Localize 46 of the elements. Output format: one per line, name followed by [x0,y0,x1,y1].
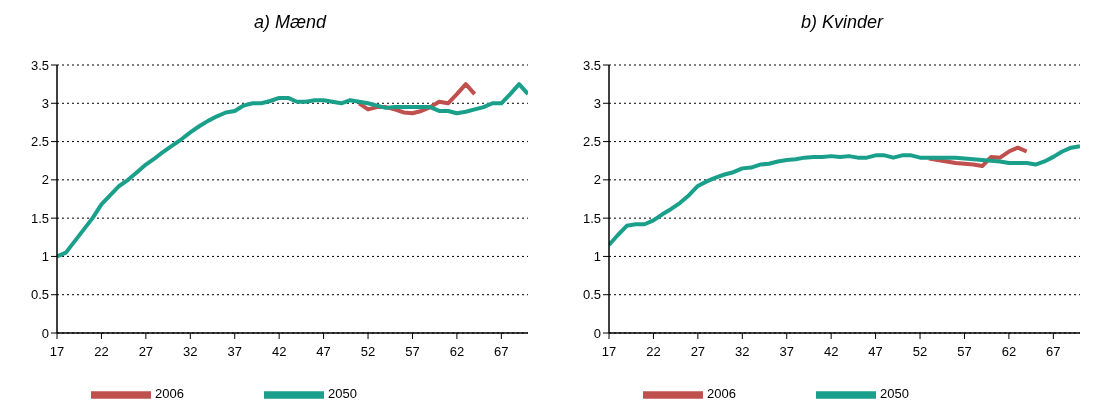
x-tick-label: 62 [449,344,465,360]
legend-label: 2050 [328,386,357,402]
y-tick-label: 0 [593,325,601,341]
x-tick-label: 67 [1046,344,1061,360]
x-tick-label: 17 [49,344,65,360]
y-tick-label: 3.5 [30,57,49,73]
y-tick-label: 0.5 [30,287,49,303]
x-tick-label: 32 [183,344,198,360]
x-tick-label: 37 [779,344,794,360]
x-tick-label: 27 [138,344,154,360]
line-series [609,144,1080,247]
y-tick-label: 1 [41,249,49,265]
y-tick-label: 1 [593,249,601,265]
x-tick-label: 47 [868,344,883,360]
x-tick-label: 62 [1001,344,1017,360]
y-tick-label: 3.5 [582,57,601,73]
x-tick-label: 47 [316,344,331,360]
y-tick-label: 2.5 [30,134,49,150]
x-tick-label: 22 [646,344,661,360]
y-tick-label: 0 [41,325,49,341]
y-tick-label: 2.5 [582,134,601,150]
y-tick-label: 1.5 [30,210,49,226]
legend-label: 2050 [880,386,909,402]
x-tick-label: 57 [405,344,420,360]
x-tick-label: 32 [735,344,750,360]
legend-label: 2006 [155,386,184,402]
chart-title: b) Kvinder [799,12,885,33]
x-tick-label: 22 [94,344,109,360]
x-tick-label: 57 [957,344,972,360]
line-series [57,82,528,259]
y-tick-label: 2 [593,172,601,188]
x-tick-label: 27 [690,344,706,360]
chart-title: a) Mænd [253,12,328,33]
x-tick-label: 52 [360,344,376,360]
y-tick-label: 0.5 [582,287,601,303]
y-tick-label: 1.5 [582,210,601,226]
x-tick-label: 67 [494,344,509,360]
y-tick-label: 2 [41,172,49,188]
legend-label: 2006 [707,386,736,402]
x-tick-label: 37 [227,344,242,360]
x-tick-label: 42 [271,344,287,360]
y-tick-label: 3 [41,95,49,111]
x-tick-label: 52 [912,344,928,360]
x-tick-label: 17 [601,344,617,360]
x-tick-label: 42 [823,344,839,360]
y-tick-label: 3 [593,95,601,111]
